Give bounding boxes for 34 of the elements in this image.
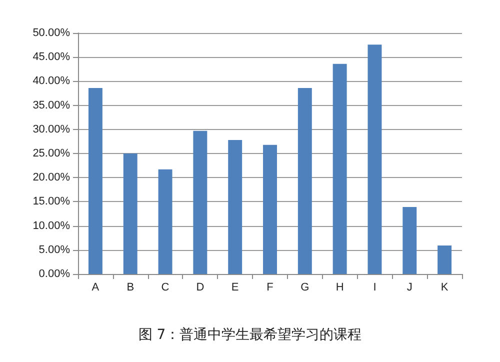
- y-tick-label: 0.00%: [38, 268, 70, 280]
- x-tick-label: A: [92, 282, 100, 294]
- y-tick-label: 25.00%: [32, 148, 70, 160]
- bar: [402, 207, 417, 274]
- x-tick-label: D: [196, 282, 204, 294]
- bar: [263, 144, 277, 274]
- bar: [368, 44, 382, 274]
- x-tick-label: B: [126, 282, 134, 294]
- bar: [88, 88, 102, 274]
- x-tick-label: G: [300, 282, 310, 294]
- x-tick-label: E: [231, 282, 239, 294]
- y-tick-label: 10.00%: [32, 220, 70, 232]
- x-tick-label: H: [336, 282, 344, 294]
- bar: [228, 140, 242, 274]
- x-tick-label: I: [373, 282, 376, 294]
- y-tick-label: 35.00%: [32, 99, 70, 112]
- y-tick-label: 50.00%: [32, 27, 70, 39]
- bar: [438, 246, 452, 274]
- bar: [298, 88, 312, 274]
- y-tick-label: 40.00%: [32, 75, 70, 88]
- y-tick-label: 30.00%: [32, 123, 70, 136]
- caption: 图 7：普通中学生最希望学习的课程: [138, 326, 362, 343]
- x-tick-label: J: [406, 282, 412, 294]
- bar: [332, 64, 347, 274]
- y-tick-label: 15.00%: [32, 196, 70, 208]
- x-tick-label: C: [161, 282, 170, 294]
- bar: [123, 154, 138, 274]
- y-tick-label: 45.00%: [32, 51, 70, 64]
- x-tick-label: F: [266, 282, 274, 294]
- bar: [193, 130, 208, 274]
- y-tick-label: 5.00%: [38, 244, 70, 256]
- x-tick-label: K: [440, 282, 449, 294]
- y-tick-label: 20.00%: [32, 172, 70, 184]
- bar: [158, 169, 172, 274]
